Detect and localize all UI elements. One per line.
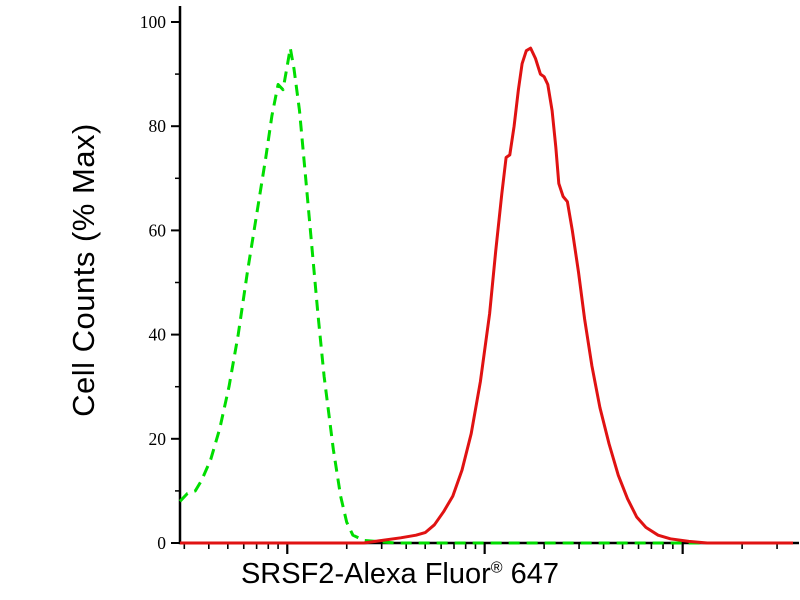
y-tick-label: 80 <box>149 116 167 136</box>
x-axis-label-main: SRSF2-Alexa Fluor <box>240 558 491 590</box>
registered-trademark-symbol: ® <box>490 559 503 577</box>
x-axis-label: SRSF2-Alexa Fluor® 647 <box>241 558 559 591</box>
y-tick-label: 0 <box>157 533 166 553</box>
negative-control-curve <box>178 46 793 545</box>
y-tick-label: 20 <box>149 429 167 449</box>
srsf2-stained-curve <box>180 46 793 545</box>
y-tick-label: 60 <box>149 220 167 240</box>
y-tick-label: 40 <box>149 325 167 345</box>
x-axis-label-suffix: 647 <box>502 558 560 590</box>
y-tick-label: 100 <box>140 12 167 32</box>
y-axis-label: Cell Counts (% Max) <box>66 123 101 417</box>
